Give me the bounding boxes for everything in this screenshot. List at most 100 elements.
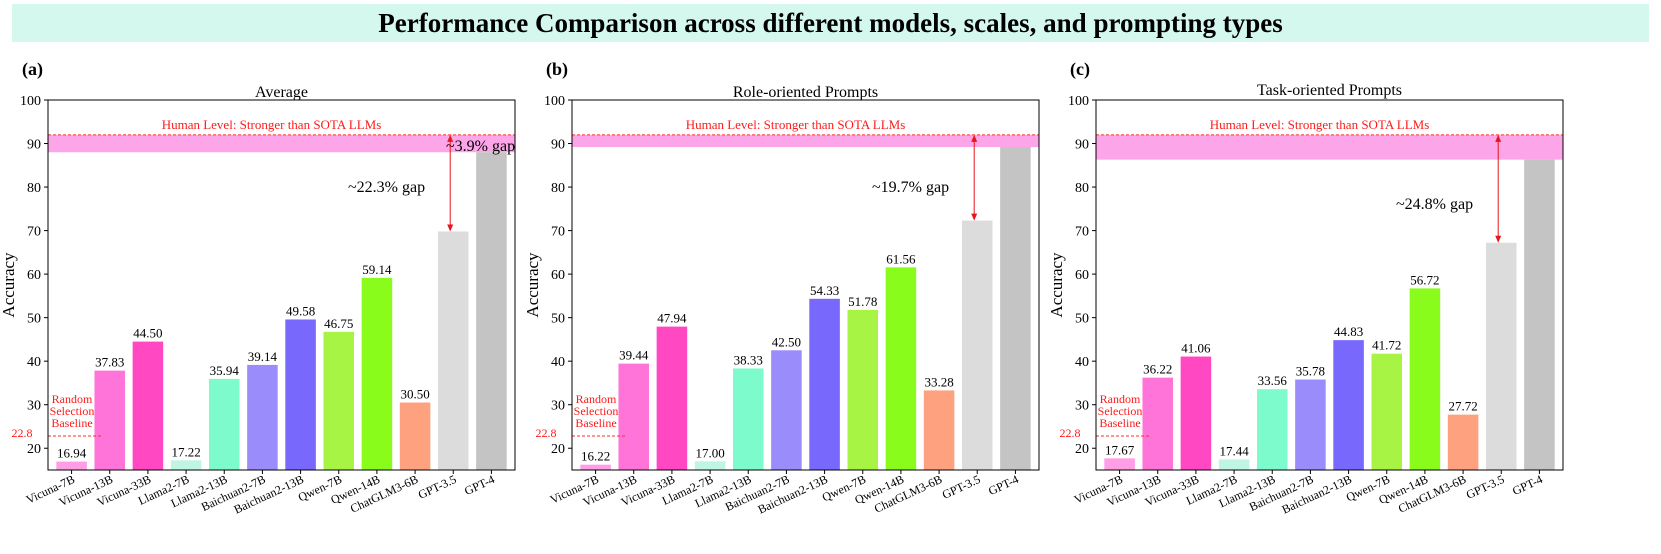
x-tick-label: GPT-4 bbox=[986, 472, 1021, 498]
bar bbox=[885, 267, 917, 470]
bar bbox=[1447, 414, 1479, 470]
human-level-label: Human Level: Stronger than SOTA LLMs bbox=[686, 117, 906, 132]
y-axis-label: Accuracy bbox=[523, 252, 542, 318]
chart-title: Role-oriented Prompts bbox=[733, 84, 878, 101]
bar-value-label: 30.50 bbox=[400, 387, 429, 402]
human-level-band bbox=[572, 134, 1039, 148]
bar bbox=[1218, 459, 1250, 470]
random-baseline-label: Selection bbox=[1098, 404, 1143, 418]
random-baseline-label: Random bbox=[1100, 392, 1141, 406]
y-tick-label: 40 bbox=[1075, 355, 1089, 370]
human-level-label: Human Level: Stronger than SOTA LLMs bbox=[1210, 117, 1430, 132]
axes-frame bbox=[47, 99, 516, 471]
y-tick-label: 30 bbox=[551, 399, 565, 414]
y-tick-label: 60 bbox=[27, 268, 41, 283]
bar bbox=[771, 350, 802, 470]
gap-arrow-head bbox=[971, 134, 978, 142]
bar-value-label: 41.72 bbox=[1372, 338, 1401, 353]
y-tick-label: 50 bbox=[1075, 312, 1089, 327]
bar-value-label: 35.94 bbox=[210, 363, 240, 378]
bar bbox=[809, 298, 840, 470]
bar-value-label: 59.14 bbox=[362, 262, 392, 277]
x-tick-label: GPT-3.5 bbox=[416, 472, 459, 502]
bar bbox=[361, 277, 393, 470]
title-banner: Performance Comparison across different … bbox=[12, 4, 1649, 42]
bar bbox=[1142, 377, 1174, 470]
bar bbox=[1000, 147, 1031, 470]
x-tick-label: GPT-3.5 bbox=[1464, 472, 1507, 502]
gap-label: ~19.7% gap bbox=[872, 179, 949, 196]
y-axis-label: Accuracy bbox=[0, 252, 18, 318]
random-baseline-label: Baseline bbox=[575, 416, 616, 430]
bar bbox=[208, 378, 240, 470]
y-tick-label: 80 bbox=[27, 181, 41, 196]
chart-title: Task-oriented Prompts bbox=[1257, 82, 1402, 99]
random-baseline-label: Selection bbox=[50, 404, 95, 418]
bar bbox=[732, 368, 764, 470]
random-baseline-label: Random bbox=[576, 392, 617, 406]
bar bbox=[1485, 242, 1517, 470]
bar-value-label: 17.00 bbox=[695, 445, 724, 460]
bar bbox=[94, 370, 126, 470]
gap-label: ~22.3% gap bbox=[348, 179, 425, 196]
bar bbox=[285, 319, 316, 470]
bar bbox=[618, 363, 650, 470]
panel-label: (c) bbox=[1070, 59, 1090, 80]
bar bbox=[323, 331, 355, 470]
y-tick-label: 60 bbox=[551, 268, 565, 283]
random-baseline-label: Baseline bbox=[51, 416, 92, 430]
bar-value-label: 47.94 bbox=[657, 311, 687, 326]
axes-frame bbox=[1095, 99, 1564, 471]
y-tick-label: 20 bbox=[551, 442, 565, 457]
bar bbox=[1256, 389, 1288, 470]
gap-arrow-head bbox=[971, 213, 978, 221]
bar-value-label: 44.50 bbox=[133, 326, 162, 341]
human-level-band bbox=[48, 134, 515, 153]
bar-value-label: 39.14 bbox=[248, 349, 278, 364]
bar bbox=[961, 220, 993, 470]
y-tick-label: 70 bbox=[1075, 225, 1089, 240]
bar bbox=[1409, 288, 1441, 470]
bar bbox=[1104, 458, 1135, 470]
bar bbox=[656, 326, 688, 470]
bar-value-label: 35.78 bbox=[1296, 364, 1325, 379]
y-tick-label: 50 bbox=[27, 312, 41, 327]
chart-panel-2: (b) Role-oriented Prompts Human Level: Str… bbox=[523, 59, 1040, 517]
bar bbox=[247, 364, 278, 470]
y-tick-label: 70 bbox=[551, 225, 565, 240]
y-tick-label: 50 bbox=[551, 312, 565, 327]
bar-value-label: 33.28 bbox=[924, 374, 953, 389]
bar bbox=[1295, 379, 1326, 470]
bar-value-label: 54.33 bbox=[810, 283, 839, 298]
y-tick-label: 100 bbox=[1068, 94, 1089, 109]
bar-value-label: 27.72 bbox=[1448, 399, 1477, 414]
bar bbox=[399, 402, 431, 470]
bar-value-label: 42.50 bbox=[772, 334, 801, 349]
gap-arrow-head bbox=[1495, 235, 1502, 243]
y-tick-label: 40 bbox=[27, 355, 41, 370]
y-tick-label: 90 bbox=[551, 138, 565, 153]
chart-panel-3: (c) Task-oriented Prompts Human Level: Str… bbox=[1047, 59, 1564, 517]
y-tick-label: 20 bbox=[27, 442, 41, 457]
bar bbox=[1180, 356, 1212, 470]
bar-value-label: 39.44 bbox=[619, 348, 649, 363]
random-baseline-label: Random bbox=[52, 392, 93, 406]
bar-value-label: 16.94 bbox=[57, 446, 87, 461]
bar-value-label: 46.75 bbox=[324, 316, 353, 331]
y-tick-label: 20 bbox=[1075, 442, 1089, 457]
bar bbox=[1371, 353, 1403, 470]
bar-value-label: 38.33 bbox=[734, 352, 763, 367]
bar bbox=[847, 309, 879, 470]
axes-frame bbox=[571, 99, 1040, 471]
bar-value-label: 49.58 bbox=[286, 303, 315, 318]
bar bbox=[170, 460, 202, 470]
y-tick-label: 60 bbox=[1075, 268, 1089, 283]
bar bbox=[476, 152, 507, 470]
panel-label: (a) bbox=[22, 59, 43, 80]
y-tick-label: 70 bbox=[27, 225, 41, 240]
x-tick-label: GPT-4 bbox=[1510, 472, 1545, 498]
random-baseline-value: 22.8 bbox=[1060, 426, 1081, 440]
chart-panel-1: (a) Average Human Level: Stronger than SOT… bbox=[0, 59, 516, 517]
y-tick-label: 80 bbox=[1075, 181, 1089, 196]
